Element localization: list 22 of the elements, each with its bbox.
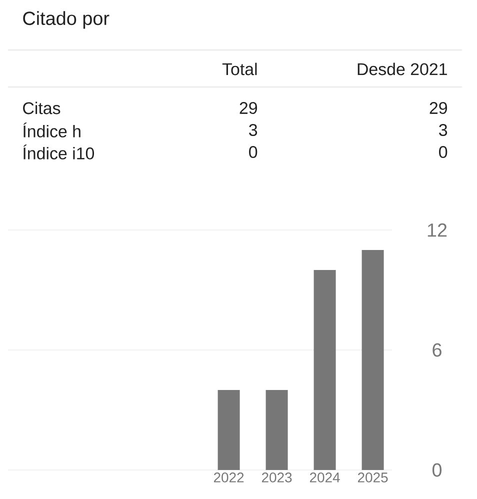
data-label: 29 bbox=[240, 102, 258, 114]
y-tick-label: 0 bbox=[432, 463, 442, 477]
category-label: Índice i10 bbox=[23, 144, 94, 160]
text: Desde 2021 bbox=[358, 62, 447, 76]
data-label: 0 bbox=[249, 146, 258, 158]
y-tick-label: 12 bbox=[428, 223, 447, 237]
bar bbox=[314, 270, 336, 470]
x-tick-label: 2022 bbox=[214, 472, 244, 482]
x-tick-label: 2023 bbox=[262, 472, 292, 482]
category-label: Índice h bbox=[23, 122, 80, 138]
data-label: 29 bbox=[430, 102, 448, 114]
bar bbox=[362, 250, 384, 470]
bar bbox=[266, 390, 288, 470]
x-tick-label: 2024 bbox=[310, 472, 340, 482]
x-tick-label: 2025 bbox=[358, 472, 388, 482]
y-tick-label: 6 bbox=[432, 343, 442, 357]
data-label: 3 bbox=[439, 124, 448, 136]
data-label: 3 bbox=[249, 124, 258, 136]
category-label: Citas bbox=[23, 102, 60, 114]
bar bbox=[218, 390, 240, 470]
text: Citado por bbox=[23, 11, 110, 29]
text: Total bbox=[222, 62, 257, 76]
